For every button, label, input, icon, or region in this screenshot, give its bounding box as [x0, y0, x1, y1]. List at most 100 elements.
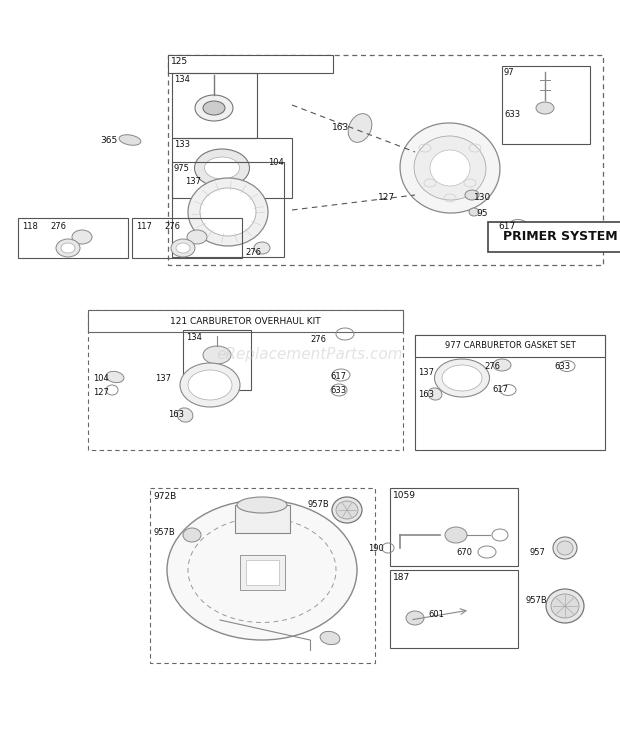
Text: 163: 163 — [168, 410, 184, 419]
Bar — [172, 73, 257, 138]
Bar — [415, 335, 605, 450]
Text: 972B: 972B — [153, 492, 176, 501]
Ellipse shape — [320, 632, 340, 644]
Text: 276: 276 — [164, 222, 180, 231]
Text: 118: 118 — [22, 222, 38, 231]
Text: 276: 276 — [310, 335, 326, 344]
Ellipse shape — [428, 388, 442, 400]
Text: 137: 137 — [418, 368, 434, 377]
Text: 104: 104 — [93, 374, 108, 383]
Bar — [150, 488, 375, 663]
Ellipse shape — [72, 230, 92, 244]
Ellipse shape — [203, 346, 231, 364]
Ellipse shape — [254, 242, 270, 254]
Text: 276: 276 — [50, 222, 66, 231]
Ellipse shape — [106, 371, 124, 382]
Bar — [246, 560, 279, 585]
Bar — [390, 488, 518, 566]
Text: 977 CARBURETOR GASKET SET: 977 CARBURETOR GASKET SET — [445, 341, 575, 350]
Ellipse shape — [493, 359, 511, 371]
Text: 137: 137 — [155, 374, 171, 383]
Text: 134: 134 — [174, 75, 190, 84]
Ellipse shape — [348, 114, 372, 142]
Ellipse shape — [435, 359, 490, 397]
Ellipse shape — [406, 611, 424, 625]
Text: 617: 617 — [330, 372, 346, 381]
Text: 957: 957 — [530, 548, 546, 557]
Bar — [18, 218, 128, 258]
Ellipse shape — [188, 370, 232, 400]
Ellipse shape — [465, 190, 479, 200]
Ellipse shape — [551, 594, 579, 618]
Text: 125: 125 — [171, 57, 188, 66]
Text: 97: 97 — [504, 68, 515, 77]
Ellipse shape — [430, 150, 470, 186]
Text: 617: 617 — [498, 222, 515, 231]
Text: 1059: 1059 — [393, 491, 416, 500]
Bar — [168, 55, 333, 73]
Text: 633: 633 — [554, 362, 570, 371]
Text: 975: 975 — [174, 164, 190, 173]
Bar — [183, 330, 251, 390]
Text: 190: 190 — [368, 544, 384, 553]
Ellipse shape — [177, 408, 193, 422]
Text: 163: 163 — [418, 390, 434, 399]
Text: 127: 127 — [93, 388, 109, 397]
Ellipse shape — [56, 239, 80, 257]
Bar — [488, 222, 620, 252]
Bar — [88, 310, 403, 332]
Text: 365: 365 — [100, 136, 117, 145]
Ellipse shape — [336, 501, 358, 519]
Text: 957B: 957B — [308, 500, 330, 509]
Bar — [390, 570, 518, 648]
Ellipse shape — [176, 243, 190, 253]
Ellipse shape — [400, 123, 500, 213]
Ellipse shape — [188, 178, 268, 246]
Ellipse shape — [442, 365, 482, 391]
Ellipse shape — [180, 363, 240, 407]
Ellipse shape — [183, 528, 201, 542]
Text: 957B: 957B — [525, 596, 547, 605]
Bar — [168, 55, 603, 265]
Text: 276: 276 — [245, 248, 261, 257]
Bar — [88, 310, 403, 450]
Bar — [235, 505, 290, 533]
Text: 130: 130 — [474, 193, 491, 202]
Ellipse shape — [205, 157, 239, 179]
Ellipse shape — [536, 102, 554, 114]
Text: 134: 134 — [186, 333, 202, 342]
Ellipse shape — [546, 589, 584, 623]
Ellipse shape — [445, 527, 467, 543]
Text: 127: 127 — [378, 193, 395, 202]
Ellipse shape — [195, 149, 249, 187]
Text: 187: 187 — [393, 573, 410, 582]
Ellipse shape — [61, 243, 75, 253]
Text: 601: 601 — [428, 610, 444, 619]
Text: 276: 276 — [484, 362, 500, 371]
Bar — [172, 138, 292, 198]
Text: 957B: 957B — [154, 528, 175, 537]
Bar — [132, 218, 242, 258]
Text: 121 CARBURETOR OVERHAUL KIT: 121 CARBURETOR OVERHAUL KIT — [170, 316, 321, 326]
Ellipse shape — [557, 541, 573, 555]
Ellipse shape — [237, 497, 287, 513]
Text: eReplacementParts.com: eReplacementParts.com — [216, 347, 404, 362]
Ellipse shape — [203, 101, 225, 115]
Text: PRIMER SYSTEM: PRIMER SYSTEM — [503, 231, 618, 243]
Text: 104: 104 — [268, 158, 284, 167]
Text: 95: 95 — [476, 209, 487, 218]
Text: 670: 670 — [456, 548, 472, 557]
Ellipse shape — [469, 208, 479, 216]
Ellipse shape — [119, 135, 141, 145]
Ellipse shape — [200, 188, 256, 236]
Text: 633: 633 — [330, 386, 346, 395]
Text: 133: 133 — [174, 140, 190, 149]
Bar — [502, 66, 590, 144]
Ellipse shape — [553, 537, 577, 559]
Ellipse shape — [332, 497, 362, 523]
Bar — [172, 162, 284, 257]
Ellipse shape — [167, 500, 357, 640]
Text: 633: 633 — [504, 110, 520, 119]
Ellipse shape — [414, 136, 486, 200]
Bar — [240, 555, 285, 590]
